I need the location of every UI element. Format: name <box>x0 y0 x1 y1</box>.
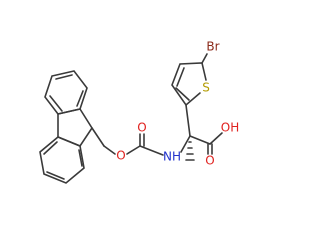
bond <box>126 145 141 155</box>
thiophene <box>171 62 207 107</box>
bond <box>189 135 211 145</box>
double-bond <box>55 74 73 80</box>
bond <box>139 145 164 156</box>
atom-label: OH <box>221 121 239 135</box>
double-bond <box>43 141 58 155</box>
benzene-top <box>44 70 88 115</box>
double-bond <box>76 90 84 107</box>
atom-label: Br <box>206 40 219 54</box>
atom-label: O <box>137 121 146 135</box>
atom-label: O <box>116 149 125 163</box>
bonds <box>39 53 223 184</box>
structure-diagram: Br S O O NH OH O <box>39 40 239 184</box>
double-bond <box>78 149 83 167</box>
double-bond <box>176 67 185 87</box>
atom-label: NH <box>163 150 181 164</box>
double-bond <box>175 87 190 101</box>
atom-labels: Br S O O NH OH O <box>116 40 239 168</box>
bond <box>185 104 191 137</box>
bond <box>180 135 191 153</box>
bond <box>201 53 208 64</box>
double-bond <box>46 171 65 180</box>
double-bond <box>49 95 63 112</box>
benzene-bottom <box>39 136 85 184</box>
bond <box>103 145 116 155</box>
bond <box>91 127 105 147</box>
bond <box>209 132 223 145</box>
hashed-wedge <box>185 141 195 161</box>
atom-label: O <box>205 154 214 168</box>
atom-label: S <box>202 81 210 95</box>
five-ring <box>57 108 93 147</box>
